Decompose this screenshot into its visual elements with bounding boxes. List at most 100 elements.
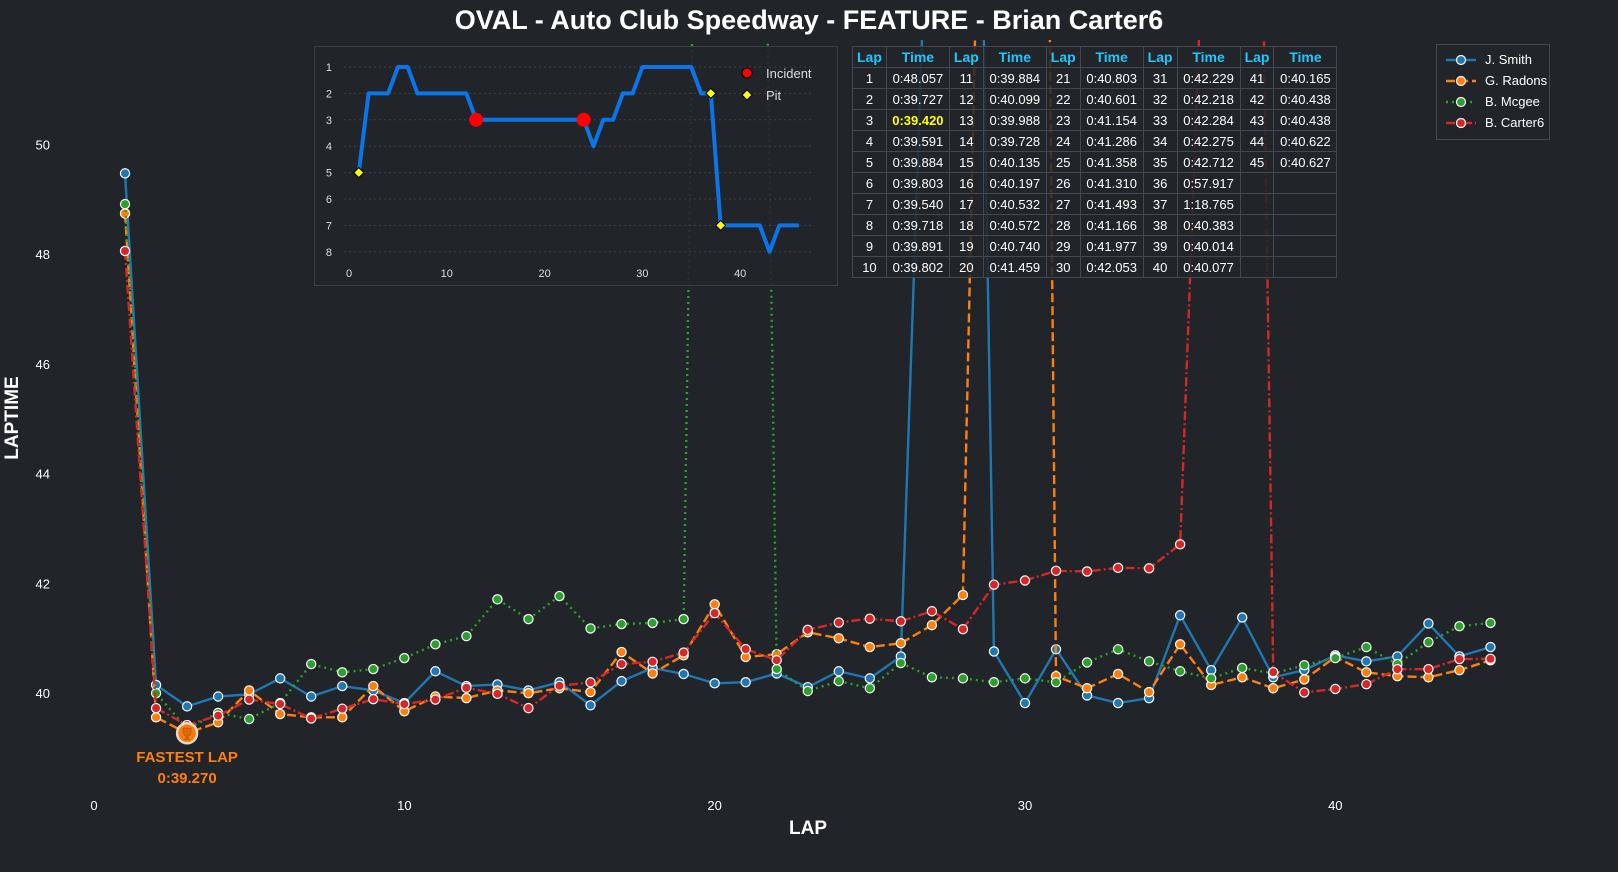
legend-item-j-smith: J. Smith — [1445, 51, 1532, 69]
data-point-j-smith — [274, 673, 286, 684]
y-tick-label: 46 — [36, 357, 50, 372]
data-point-b-carter6 — [802, 624, 813, 636]
inset-x-tick-label: 40 — [734, 268, 746, 280]
time-cell: 0:42.218 — [1176, 88, 1241, 110]
lap-cell: 23 — [1045, 109, 1081, 131]
lap-cell: 25 — [1045, 151, 1081, 173]
time-cell: 0:39.728 — [982, 130, 1047, 152]
data-point-b-mcgee — [895, 657, 907, 669]
data-point-b-mcgee — [926, 672, 938, 683]
lap-cell: 13 — [948, 109, 984, 131]
legend-line-icon — [1446, 96, 1476, 108]
data-point-b-mcgee — [1485, 617, 1496, 629]
header-time: Time — [1079, 46, 1144, 68]
data-point-b-mcgee — [771, 663, 782, 675]
data-point-b-carter6 — [306, 713, 317, 724]
data-point-g-radons — [461, 692, 472, 704]
legend-pit-label: Pit — [766, 88, 782, 103]
inset-y-tick-label: 5 — [326, 168, 332, 180]
lap-cell: 35 — [1142, 151, 1178, 173]
data-point-g-radons — [957, 589, 969, 601]
time-cell: 0:39.884 — [982, 67, 1047, 89]
table-row: 1 0:48.057 11 0:39.884 21 0:40.803 31 0:42.229 4… — [852, 67, 1338, 89]
lap-cell: 26 — [1045, 172, 1081, 194]
data-point-b-mcgee — [1143, 656, 1155, 667]
lap-cell: 42 — [1239, 88, 1275, 110]
time-cell: 0:42.275 — [1176, 130, 1241, 152]
lap-cell: 4 — [852, 130, 887, 152]
y-tick-label: 40 — [36, 686, 50, 701]
data-point-b-carter6 — [1174, 539, 1186, 550]
data-point-b-mcgee — [337, 667, 348, 678]
time-cell: 0:39.718 — [885, 214, 950, 236]
lap-cell: 14 — [948, 130, 984, 152]
time-cell: 0:39.591 — [885, 130, 950, 152]
data-point-g-radons — [1299, 674, 1310, 685]
position-line — [356, 65, 799, 254]
x-tick-label: 0 — [90, 798, 97, 813]
time-cell: 0:40.077 — [1176, 256, 1241, 278]
x-tick-label: 20 — [707, 798, 721, 813]
data-point-g-radons — [833, 633, 844, 644]
data-point-b-mcgee — [306, 658, 317, 670]
lap-cell: 8 — [852, 214, 887, 236]
inset-y-tick-label: 2 — [326, 88, 332, 100]
inset-y-tick-label: 6 — [326, 194, 332, 206]
data-point-b-mcgee — [399, 652, 410, 664]
data-point-b-mcgee — [678, 613, 689, 625]
data-point-b-carter6 — [709, 607, 720, 619]
lap-cell: 39 — [1142, 235, 1178, 257]
data-point-b-carter6 — [399, 698, 410, 710]
data-point-b-carter6 — [1454, 653, 1465, 665]
data-point-b-carter6 — [1019, 575, 1031, 586]
time-cell: 0:40.740 — [982, 235, 1047, 257]
time-cell: 0:40.014 — [1176, 235, 1241, 257]
data-point-b-mcgee — [1205, 673, 1217, 684]
legend-line-icon — [1446, 117, 1476, 129]
data-point-g-radons — [1081, 683, 1093, 694]
data-point-b-carter6 — [585, 677, 596, 688]
data-point-b-carter6 — [1299, 687, 1310, 698]
data-point-b-carter6 — [430, 694, 441, 705]
data-point-b-carter6 — [1423, 663, 1434, 675]
data-point-j-smith — [430, 666, 441, 677]
data-point-g-radons — [1112, 668, 1124, 680]
data-point-g-radons — [1361, 667, 1372, 678]
time-cell: 0:40.438 — [1273, 88, 1338, 110]
data-point-b-mcgee — [864, 683, 876, 694]
lap-cell: 38 — [1142, 214, 1178, 236]
legend-label: J. Smith — [1485, 52, 1532, 67]
time-cell: 0:41.286 — [1079, 130, 1144, 152]
time-cell: 0:41.166 — [1079, 214, 1144, 236]
data-point-b-carter6 — [337, 703, 348, 714]
data-point-b-mcgee — [585, 623, 596, 634]
data-point-b-mcgee — [1454, 621, 1465, 632]
time-cell: 1:18.765 — [1176, 193, 1241, 215]
time-cell: 0:40.165 — [1273, 67, 1338, 89]
data-point-b-mcgee — [1174, 666, 1186, 677]
data-point-j-smith — [212, 691, 224, 702]
data-point-b-mcgee — [1081, 657, 1093, 668]
incident-marker — [469, 112, 484, 127]
data-point-g-radons — [926, 619, 938, 631]
data-point-b-carter6 — [1268, 666, 1279, 678]
lap-cell: 5 — [852, 151, 887, 173]
header-lap: Lap — [1239, 46, 1275, 68]
data-point-j-smith — [1237, 612, 1248, 623]
data-point-b-carter6 — [243, 694, 255, 705]
time-cell: 0:40.197 — [982, 172, 1047, 194]
y-tick-label: 42 — [36, 576, 50, 591]
data-point-g-radons — [1268, 683, 1279, 694]
time-cell: 0:41.977 — [1079, 235, 1144, 257]
data-point-j-smith — [1361, 656, 1372, 667]
data-point-j-smith — [1019, 697, 1031, 709]
data-point-j-smith — [1174, 610, 1186, 621]
data-point-b-mcgee — [368, 663, 379, 675]
data-point-b-carter6 — [1081, 566, 1093, 577]
data-point-b-carter6 — [119, 245, 131, 257]
lap-cell: 18 — [948, 214, 984, 236]
lap-cell — [1239, 256, 1275, 278]
legend-item-g-radons: G. Radons — [1445, 72, 1547, 90]
inset-y-tick-label: 8 — [326, 247, 332, 259]
table-row: 7 0:39.540 17 0:40.532 27 0:41.493 37 1:18.765 — [852, 193, 1338, 215]
